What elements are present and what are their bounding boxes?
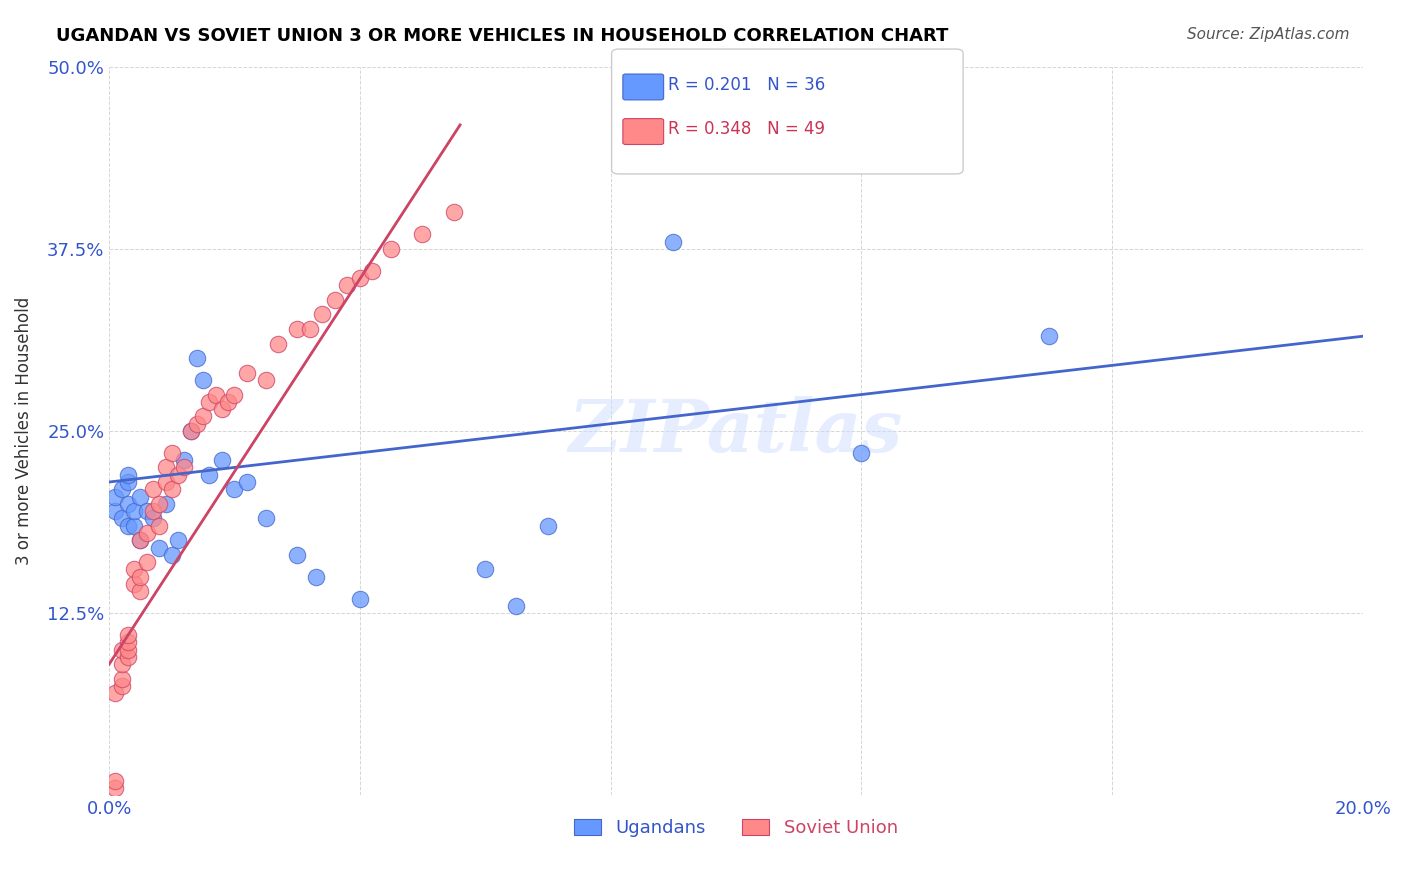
Point bbox=[211, 402, 233, 417]
Point bbox=[155, 497, 177, 511]
Point bbox=[224, 483, 246, 497]
Point bbox=[104, 686, 127, 700]
Point bbox=[160, 446, 183, 460]
Point bbox=[135, 526, 157, 541]
Point bbox=[167, 533, 190, 548]
Point bbox=[117, 635, 139, 649]
Point bbox=[361, 263, 384, 277]
Point bbox=[148, 497, 170, 511]
Point bbox=[411, 227, 433, 242]
Point bbox=[298, 322, 321, 336]
Point bbox=[117, 467, 139, 482]
Point bbox=[236, 475, 259, 489]
Point bbox=[104, 490, 127, 504]
Point bbox=[336, 278, 359, 293]
Text: R = 0.348   N = 49: R = 0.348 N = 49 bbox=[668, 120, 825, 138]
Point bbox=[111, 483, 134, 497]
Point bbox=[1038, 329, 1060, 343]
Point bbox=[211, 453, 233, 467]
Point bbox=[305, 570, 328, 584]
Point bbox=[117, 518, 139, 533]
Point bbox=[142, 483, 165, 497]
Point bbox=[180, 424, 202, 438]
Point bbox=[117, 628, 139, 642]
Point bbox=[111, 657, 134, 672]
Point bbox=[122, 504, 145, 518]
Point bbox=[122, 562, 145, 576]
Point bbox=[129, 570, 152, 584]
Point bbox=[111, 511, 134, 525]
Point bbox=[191, 373, 214, 387]
Point bbox=[186, 417, 208, 431]
Point bbox=[122, 577, 145, 591]
Point bbox=[474, 562, 496, 576]
Point bbox=[155, 460, 177, 475]
Point bbox=[104, 781, 127, 796]
Point bbox=[129, 584, 152, 599]
Point bbox=[191, 409, 214, 424]
Point bbox=[285, 322, 308, 336]
Point bbox=[349, 591, 371, 606]
Point bbox=[180, 424, 202, 438]
Point bbox=[204, 387, 226, 401]
Point bbox=[129, 533, 152, 548]
Point bbox=[323, 293, 346, 307]
Point bbox=[254, 373, 277, 387]
Point bbox=[117, 649, 139, 664]
Point bbox=[198, 395, 221, 409]
Text: R = 0.201   N = 36: R = 0.201 N = 36 bbox=[668, 76, 825, 94]
Point bbox=[349, 271, 371, 285]
Point bbox=[236, 366, 259, 380]
Point bbox=[160, 483, 183, 497]
Point bbox=[537, 518, 560, 533]
Point bbox=[148, 541, 170, 555]
Point bbox=[148, 518, 170, 533]
Text: Source: ZipAtlas.com: Source: ZipAtlas.com bbox=[1187, 27, 1350, 42]
Text: ZIPatlas: ZIPatlas bbox=[569, 395, 903, 467]
Point bbox=[198, 467, 221, 482]
Y-axis label: 3 or more Vehicles in Household: 3 or more Vehicles in Household bbox=[15, 297, 32, 566]
Point bbox=[117, 497, 139, 511]
Point bbox=[173, 460, 195, 475]
Point bbox=[129, 490, 152, 504]
Point bbox=[160, 548, 183, 562]
Text: UGANDAN VS SOVIET UNION 3 OR MORE VEHICLES IN HOUSEHOLD CORRELATION CHART: UGANDAN VS SOVIET UNION 3 OR MORE VEHICL… bbox=[56, 27, 949, 45]
Point bbox=[135, 504, 157, 518]
Point bbox=[311, 307, 333, 321]
Point bbox=[505, 599, 527, 613]
Point bbox=[285, 548, 308, 562]
Point bbox=[122, 518, 145, 533]
Point bbox=[186, 351, 208, 365]
Point bbox=[217, 395, 239, 409]
Point bbox=[117, 475, 139, 489]
Point bbox=[167, 467, 190, 482]
Point bbox=[267, 336, 290, 351]
Point bbox=[104, 504, 127, 518]
Legend: Ugandans, Soviet Union: Ugandans, Soviet Union bbox=[567, 812, 905, 845]
Point bbox=[111, 679, 134, 693]
Point bbox=[129, 533, 152, 548]
Point bbox=[111, 672, 134, 686]
Point bbox=[443, 205, 465, 219]
Point bbox=[155, 475, 177, 489]
Point bbox=[117, 642, 139, 657]
Point bbox=[142, 504, 165, 518]
Point bbox=[104, 773, 127, 788]
Point bbox=[662, 235, 685, 249]
Point bbox=[380, 242, 402, 256]
Point bbox=[254, 511, 277, 525]
Point bbox=[851, 446, 873, 460]
Point bbox=[173, 453, 195, 467]
Point bbox=[224, 387, 246, 401]
Point bbox=[142, 511, 165, 525]
Point bbox=[111, 642, 134, 657]
Point bbox=[135, 555, 157, 569]
